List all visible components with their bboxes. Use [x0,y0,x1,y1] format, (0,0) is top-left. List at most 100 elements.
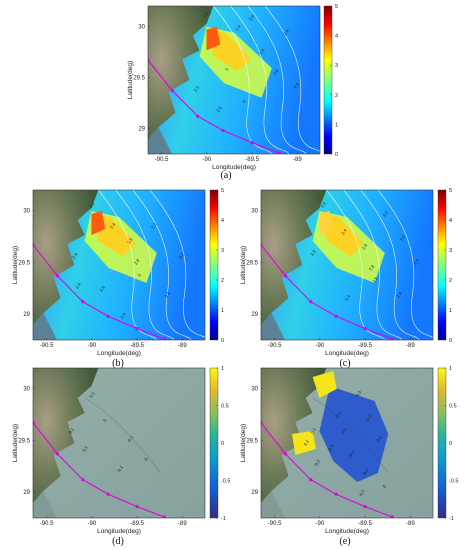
y-axis-label: Latitude(deg) [240,424,247,462]
contour-label: 2.6 [126,236,134,244]
hurricane-track [33,422,165,518]
contour-line [230,6,290,154]
x-tick-label: -90 [316,521,325,527]
colorbar-tick-label: 4 [449,218,452,224]
contour-line [360,190,420,340]
track-point [55,274,60,278]
y-tick-label: 30 [138,24,145,30]
contour-label: 2.6 [215,105,223,113]
track-point [390,515,394,518]
colorbar-tick-label: 3 [221,248,224,254]
track-point [283,274,288,278]
contour-label: 2.4 [234,24,242,32]
track-point [390,337,394,340]
deep-water [261,313,286,340]
contour-label: -0.1 [116,464,125,473]
caption-b: (b) [112,358,124,369]
panel-a: 2.2 2.4 2.6 2.8 3 3 2.2 2.6 2.4 2.2 2.6 -90.5 -90 -89… [127,5,321,171]
x-axis-label: Longitude(deg) [212,164,256,171]
colorbar-tick-label: 4 [335,34,338,40]
track-point [33,421,35,425]
y-tick-label: 29.5 [18,438,30,444]
negative-diff-zone [319,386,389,482]
contour-line [343,190,403,340]
contour-label: 2.6 [164,290,172,298]
hurricane-track [261,244,393,340]
contour-label: 2.2 [413,257,421,265]
contour-label: -0.3 [354,389,363,398]
contour-label: 3 [241,99,247,104]
contour-label: -0.4 [327,443,336,452]
deep-water [148,127,173,154]
x-axis-label: Longitude(deg) [97,528,141,535]
y-axis-label: Latitude(deg) [12,246,19,284]
axes-frame [260,189,434,341]
y-tick-label: 29.5 [246,438,258,444]
contour-label: 0.1 [88,390,96,398]
contour-label: 0 [143,456,149,461]
plot-area-a: 2.2 2.4 2.6 2.8 3 3 2.2 2.6 2.4 2.2 2.6 [148,6,320,154]
positive-diff-zone [291,371,337,455]
contour-label: 0.1 [68,426,76,434]
colorbar-tick-label: 1 [221,366,224,372]
x-tick-label: -89.5 [358,343,372,349]
track-point [261,243,263,247]
land-satellite [33,190,99,325]
x-axis-label: Longitude(deg) [325,528,369,535]
y-tick-label: 29 [23,490,30,496]
colorbar-tick-label: 0 [449,338,452,344]
contour-line [247,6,307,154]
axes-frame [260,367,434,519]
contour-line [377,190,433,338]
colorbar-tick-label: 1 [221,308,224,314]
land-satellite [261,190,327,325]
colorbar-tick-label: 0 [449,441,452,447]
contour-label: 0 [102,417,108,422]
surge-peak [91,211,106,235]
contour-label: 2.4 [109,221,117,229]
y-tick-label: 29.5 [133,75,145,81]
x-tick-label: -89.5 [245,157,259,163]
contour-label: 2.2 [88,200,96,208]
panel-e: -0.3 -0.2 -0.1 0.1 -0.4 -0.3 -0.2 -0.2 -0.1 0 0.1 0… [240,367,434,535]
axes-frame [147,5,321,155]
colorbar-tick-label: -1 [221,516,226,522]
x-tick-label: -90 [316,343,325,349]
track-point [363,327,367,331]
track-point [283,452,288,456]
colorbar-scale [437,189,447,341]
track-point [334,492,338,496]
colorbar-b: 5 4 3 2 1 0 [209,188,224,344]
contour-label: -0.1 [333,410,342,419]
plot-area-b: 2.2 2.4 2.6 2.8 3 2.6 2.2 2.4 2.2 2.6 2.4 2.8 [33,190,205,340]
x-tick-label: -90 [88,521,97,527]
panel-d: 0.1 0 -0.1 0.1 0 0.1 -0.1 -90.5 -90 -89.5 -89 30 29.… [12,367,206,535]
track-point [363,505,367,509]
contour-label: 2.4 [71,251,79,259]
land-satellite [33,368,99,503]
x-tick-label: -89.5 [358,521,372,527]
contour-label: 2.2 [150,221,158,229]
contour-label: 2.2 [293,81,301,89]
track-point [162,515,166,518]
x-tick-label: -90.5 [155,157,169,163]
contour-label: 2.4 [395,290,403,298]
contour-label: 2.2 [201,10,209,18]
colorbar-tick-label: 2 [335,93,338,99]
colorbar-tick-label: 5 [221,188,224,194]
caption-a: (a) [220,170,231,181]
contour-label: 2.8 [133,257,141,265]
track-point [106,314,110,318]
track-point [55,452,60,456]
y-tick-label: 30 [251,387,258,393]
track-point [261,421,263,425]
plot-area-e: -0.3 -0.2 -0.1 0.1 -0.4 -0.3 -0.2 -0.2 -0.1 0 0.1 0… [261,368,433,518]
contour-label: 0 [382,483,388,488]
colorbar-tick-label: 3 [449,248,452,254]
track-point [309,300,313,304]
x-tick-label: -89 [178,343,187,349]
contour-label: 2.6 [258,47,266,55]
track-point [148,58,150,62]
surge-peak [319,211,334,235]
panel-b: 2.2 2.4 2.6 2.8 3 2.6 2.2 2.4 2.2 2.6 2.4 2.8 -90.5 -… [12,189,206,357]
